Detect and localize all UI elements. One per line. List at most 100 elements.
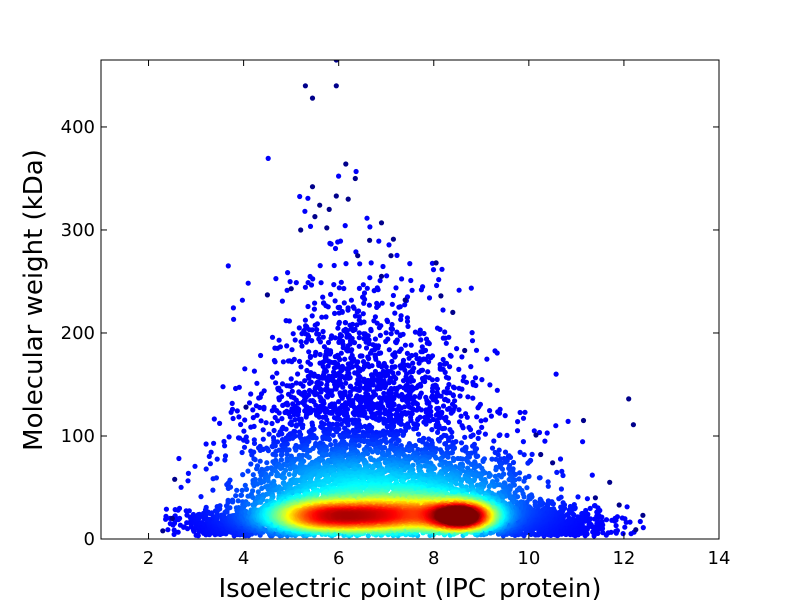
scatter-point [442, 329, 448, 335]
scatter-point [396, 304, 402, 310]
scatter-point [367, 275, 373, 281]
scatter-point [258, 418, 264, 424]
scatter-point [274, 370, 280, 376]
scatter-point [291, 472, 297, 478]
scatter-point [520, 439, 527, 445]
scatter-point [331, 365, 337, 371]
scatter-point [341, 285, 347, 292]
scatter-point [241, 428, 247, 434]
scatter-point [222, 443, 228, 449]
scatter-point [496, 410, 503, 416]
scatter-point [236, 414, 242, 420]
scatter-point [395, 370, 401, 376]
scatter-point [592, 516, 598, 522]
scatter-point [396, 393, 402, 399]
scatter-point [619, 515, 625, 521]
scatter-point [383, 364, 389, 370]
scatter-point [335, 304, 341, 311]
scatter-point [293, 380, 299, 386]
scatter-point [286, 471, 292, 477]
scatter-point [488, 413, 494, 419]
scatter-point [627, 519, 633, 525]
scatter-point [288, 383, 294, 389]
scatter-point [603, 517, 610, 523]
scatter-point [372, 336, 378, 342]
scatter-point [357, 261, 363, 267]
scatter-point [440, 335, 446, 341]
scatter-point [295, 371, 301, 377]
scatter-point [287, 414, 293, 420]
scatter-point [370, 405, 376, 411]
scatter-point [376, 350, 382, 356]
scatter-point [375, 449, 381, 456]
scatter-point [207, 461, 213, 467]
scatter-point [324, 382, 330, 388]
scatter-point [413, 352, 419, 358]
scatter-point [405, 323, 411, 329]
scatter-point [303, 414, 309, 420]
scatter-point [360, 359, 367, 365]
scatter-point [426, 341, 432, 347]
scatter-point [298, 339, 304, 345]
scatter-point [376, 417, 382, 423]
scatter-point [356, 412, 362, 418]
scatter-point [272, 359, 278, 365]
scatter-point [245, 501, 251, 507]
scatter-point [242, 366, 248, 372]
scatter-point [361, 300, 367, 306]
scatter-point [393, 285, 399, 291]
scatter-point [515, 419, 521, 425]
scatter-point [613, 528, 619, 535]
scatter-point [252, 457, 258, 463]
scatter-point [299, 343, 305, 349]
scatter-point [299, 425, 306, 431]
scatter-point [391, 364, 397, 370]
scatter-point [276, 397, 282, 403]
scatter-point [489, 456, 495, 462]
scatter-point [414, 356, 420, 362]
scatter-point [368, 328, 374, 334]
scatter-point [283, 426, 289, 432]
scatter-point [356, 330, 362, 336]
scatter-point [366, 364, 372, 370]
scatter-point [558, 504, 564, 510]
scatter-point [241, 444, 248, 450]
scatter-point [163, 506, 169, 512]
scatter-point [308, 282, 315, 288]
scatter-point [397, 333, 403, 339]
scatter-point [345, 307, 351, 313]
scatter-point [445, 419, 451, 426]
scatter-point [429, 388, 436, 394]
scatter-point [458, 440, 465, 446]
scatter-point [536, 475, 543, 481]
scatter-point [399, 397, 405, 403]
scatter-point [245, 468, 251, 474]
scatter-point [257, 458, 263, 464]
scatter-point [392, 310, 398, 316]
scatter-point [507, 495, 513, 501]
scatter-point [244, 438, 250, 445]
scatter-point [459, 456, 466, 462]
scatter-point [342, 375, 348, 381]
scatter-point [389, 326, 396, 332]
scatter-point [445, 454, 451, 460]
scatter-point [354, 322, 360, 328]
scatter-point [307, 354, 313, 360]
scatter-point [377, 406, 383, 412]
scatter-point [260, 436, 266, 442]
scatter-point [396, 348, 403, 354]
scatter-point [192, 463, 198, 469]
scatter-point [263, 420, 269, 426]
scatter-point [271, 427, 277, 434]
scatter-point [325, 339, 332, 346]
scatter-point [544, 430, 550, 436]
scatter-point [171, 531, 177, 538]
scatter-point [600, 530, 606, 536]
scatter-point [445, 398, 451, 404]
scatter-point [318, 280, 324, 286]
scatter-point [506, 477, 512, 483]
scatter-point [266, 431, 272, 437]
scatter-point [279, 298, 285, 304]
scatter-point [330, 432, 336, 438]
scatter-point [637, 518, 643, 525]
